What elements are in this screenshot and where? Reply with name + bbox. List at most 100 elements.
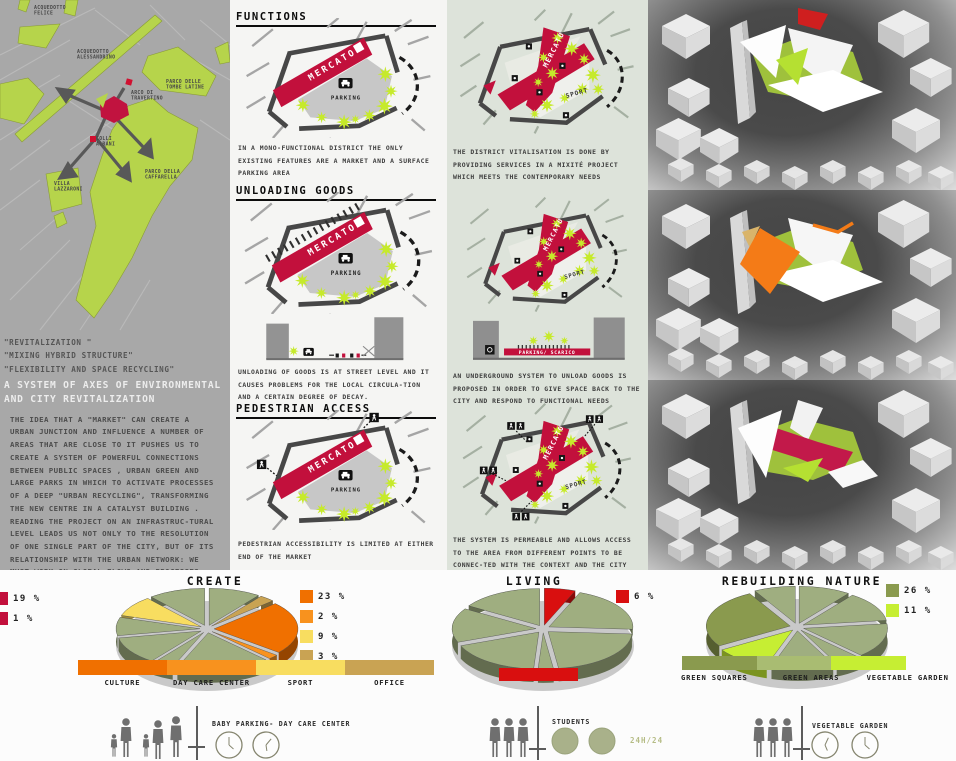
legend-swatch xyxy=(0,612,8,625)
chart-create: CREATE 19 % 1 % 23 % 2 % 9 % 3 % CULTURE DAY … xyxy=(0,570,450,700)
bar-segment xyxy=(345,660,434,675)
legend-label: 6 % xyxy=(634,591,655,602)
legend-swatch xyxy=(886,584,899,597)
legend-label: 2 % xyxy=(318,611,339,622)
footer-baby-parking: BABY PARKING- DAY CARE CENTER xyxy=(0,702,380,761)
bar-segment xyxy=(78,660,167,675)
vitalisation-caption: THE DISTRICT VITALISATION IS DONE BY PRO… xyxy=(453,148,619,182)
render-massing-orange xyxy=(648,190,956,380)
legend-entry: 1 % xyxy=(0,612,41,625)
living-pie xyxy=(451,588,634,691)
footer-label: VEGETABLE GARDEN xyxy=(812,722,889,730)
quote-line: "MIXING HYBRID STRUCTURE" xyxy=(4,351,134,361)
create-bar-labels: CULTURE DAY CARE CENTER SPORT OFFICE xyxy=(78,678,434,687)
hours-note: 24H/24 xyxy=(630,736,664,745)
footer-vegetable-garden: VEGETABLE GARDEN xyxy=(700,702,956,761)
unloading-diagram xyxy=(236,192,441,314)
process-column: FUNCTIONS IN A MONO-FUNCTIONAL DISTRICT … xyxy=(230,0,447,570)
underground-caption: AN UNDERGROUND SYSTEM TO UNLOAD GOODS IS… xyxy=(453,372,640,406)
unloading-section-diagram xyxy=(266,317,404,361)
bar-segment xyxy=(682,656,757,670)
divider-line xyxy=(801,706,803,760)
renders-column xyxy=(648,0,956,570)
underground-diagram xyxy=(449,196,645,314)
bar-segment xyxy=(256,660,345,675)
students-icons xyxy=(489,718,529,757)
axes-arrows xyxy=(54,86,154,183)
legend-entry: 26 % xyxy=(886,584,932,597)
legend-label: 26 % xyxy=(904,585,932,596)
bar-segment xyxy=(756,656,832,670)
bar-segment-label: GREEN AREAS xyxy=(782,673,840,682)
chart-rebuilding-nature: REBUILDING NATURE 26 % 11 % GREEN SQUARES… xyxy=(680,570,956,700)
render-massing-green xyxy=(648,0,956,190)
section-label: PARKING/ SCARICO xyxy=(519,350,576,356)
legend-label: 1 % xyxy=(13,613,34,624)
legend-swatch xyxy=(0,592,8,605)
chart-title: REBUILDING NATURE xyxy=(721,574,883,588)
legend-swatch xyxy=(300,590,313,603)
legend-left: 19 % 1 % xyxy=(0,592,41,632)
vitalisation-diagram xyxy=(449,8,645,136)
metro-stop xyxy=(90,136,96,142)
underground-section-diagram: PARKING/ SCARICO xyxy=(473,317,625,360)
divider-tick xyxy=(188,746,205,748)
bar-segment-label: OFFICE xyxy=(374,678,405,687)
divider-tick xyxy=(529,748,546,750)
chart-title: CREATE xyxy=(186,574,244,588)
legend-entry: 23 % xyxy=(300,590,346,603)
render-massing-magenta xyxy=(648,380,956,570)
bar-segment-label: DAY CARE CENTER xyxy=(173,678,250,687)
quote-line: "FLEXIBILITY AND SPACE RECYCLING" xyxy=(4,364,175,374)
pedestrian-diagram xyxy=(236,410,441,530)
permeability-caption: THE SYSTEM IS PERMEABLE AND ALLOWS ACCES… xyxy=(453,536,632,570)
bar-segment-label: VEGETABLE GARDEN xyxy=(866,673,949,682)
create-gradient-bar xyxy=(78,660,434,675)
legend-entry: 3 % xyxy=(300,650,346,663)
legend-label: 11 % xyxy=(904,605,932,616)
legend-label: 3 % xyxy=(318,651,339,662)
bar-segment-label: GREEN SQUARES xyxy=(681,673,748,682)
legend-swatch xyxy=(886,604,899,617)
divider-tick xyxy=(793,748,810,750)
functions-diagram xyxy=(236,18,441,138)
city-context-map: ACQUEDOTTO FELICE ACQUEDOTTO ALESSANDRINO … xyxy=(0,0,230,332)
functions-caption: IN A MONO-FUNCTIONAL DISTRICT THE ONLY E… xyxy=(238,144,430,178)
legend-entry: 6 % xyxy=(616,590,655,603)
chart-living: LIVING 6 % xyxy=(440,570,680,700)
street-unloading-marks xyxy=(329,345,375,358)
legend-entry: 11 % xyxy=(886,604,932,617)
clock-icons xyxy=(810,730,879,761)
bar-segment xyxy=(499,668,578,681)
project-column: THE DISTRICT VITALISATION IS DONE BY PRO… xyxy=(447,0,648,570)
legend-label: 9 % xyxy=(318,631,339,642)
pedestrian-caption: PEDESTRIAN ACCESSIBILITY IS LIMITED AT E… xyxy=(238,540,434,561)
legend-swatch xyxy=(616,590,629,603)
bar-segment-label: SPORT xyxy=(287,678,314,687)
metro-stop xyxy=(125,78,133,86)
clock-icons xyxy=(215,730,285,761)
nature-bar-labels: GREEN SQUARES GREEN AREAS VEGETABLE GARDEN xyxy=(666,673,956,682)
footer-label: BABY PARKING- DAY CARE CENTER xyxy=(212,720,351,728)
family-icons xyxy=(110,716,182,759)
context-map-panel: ACQUEDOTTO FELICE ACQUEDOTTO ALESSANDRINO … xyxy=(0,0,230,576)
legend-right: 23 % 2 % 9 % 3 % xyxy=(300,590,346,670)
legend-swatch xyxy=(300,610,313,623)
legend-swatch xyxy=(300,630,313,643)
filled-circle-icons xyxy=(551,727,616,755)
section-heading-functions: FUNCTIONS xyxy=(236,11,436,27)
headline: A SYSTEM OF AXES OF ENVIRONMENTAL AND CI… xyxy=(4,379,222,406)
footer-students: STUDENTS 24H/24 xyxy=(440,702,700,761)
legend-label: 19 % xyxy=(13,593,41,604)
bar-segment xyxy=(167,660,256,675)
quote-line: "REVITALIZATION " xyxy=(4,338,92,347)
legend-swatch xyxy=(300,650,313,663)
intro-text-block: "REVITALIZATION " "MIXING HYBRID STRUCTU… xyxy=(4,336,226,579)
